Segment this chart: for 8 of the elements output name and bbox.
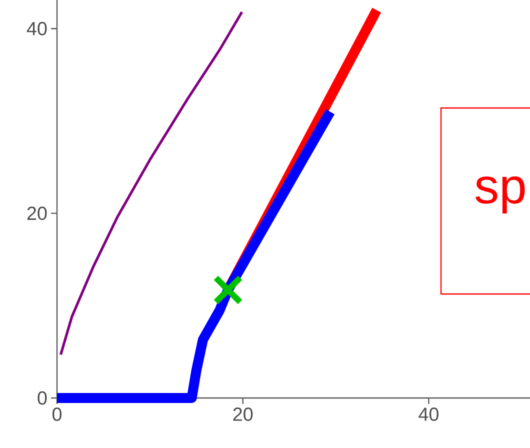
y-tick-label: 20 — [27, 206, 47, 220]
annotation: sp — [476, 176, 525, 214]
y-tick-label: 40 — [26, 22, 47, 36]
y-tick-label: 0 — [38, 391, 47, 405]
x-tick-label: 20 — [233, 408, 253, 421]
x-tick-label: 40 — [418, 408, 438, 421]
line-series — [59, 10, 244, 356]
x-tick-label: 0 — [52, 408, 62, 421]
